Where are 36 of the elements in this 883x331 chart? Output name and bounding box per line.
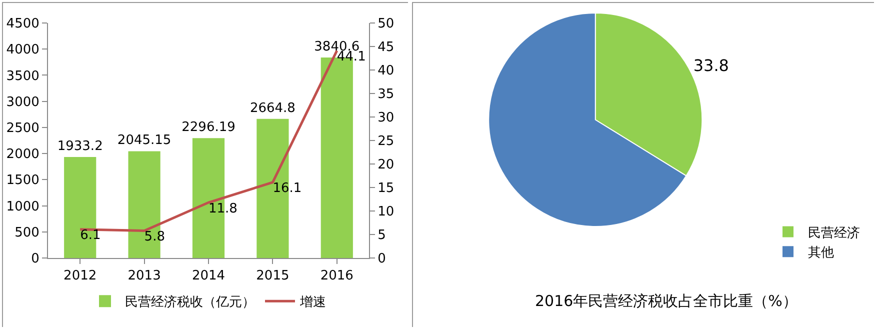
text: 2016年民营经济税收占全市比重（%）	[535, 292, 798, 310]
x-tick-label: 2015	[256, 268, 290, 284]
data-label: 33.8	[693, 56, 729, 75]
x-tick-label: 2013	[128, 268, 161, 284]
legend-label: 增速	[299, 295, 326, 310]
y2-tick-label: 30	[378, 110, 394, 126]
y-tick-label: 3500	[6, 68, 40, 84]
x-tick-label: 2012	[64, 268, 97, 284]
legend-label: 民营经济	[808, 226, 860, 241]
y-tick-label: 3000	[6, 94, 40, 110]
y2-tick-label: 45	[378, 40, 394, 56]
data-label: 2296.19	[182, 120, 236, 136]
y-tick-label: 500	[14, 225, 40, 240]
y-tick-label: 4500	[6, 16, 40, 32]
data-label: 2045.15	[117, 133, 172, 148]
y2-tick-label: 50	[378, 16, 394, 32]
y2-tick-label: 0	[378, 252, 386, 267]
y-tick-label: 2000	[6, 147, 40, 162]
y-tick-label: 1000	[6, 199, 40, 214]
y-tick-label: 4000	[6, 42, 40, 58]
y2-tick-label: 25	[378, 134, 394, 150]
x-tick-label: 2016	[320, 268, 354, 284]
data-label: 1933.2	[57, 139, 103, 154]
x-tick-label: 2014	[192, 268, 226, 284]
y-tick-label: 1500	[6, 173, 40, 188]
y2-tick-label: 40	[378, 64, 394, 79]
legend-label: 其他	[808, 246, 834, 261]
y-tick-label: 2500	[6, 120, 40, 136]
y2-tick-label: 20	[378, 158, 394, 173]
y-tick-label: 0	[31, 252, 40, 267]
y2-tick-label: 10	[378, 204, 394, 220]
legend-label: 民营经济税收（亿元）	[125, 295, 255, 310]
y2-tick-label: 35	[378, 87, 394, 102]
data-label: 2664.8	[250, 100, 296, 116]
y2-tick-label: 15	[378, 181, 394, 196]
y2-tick-label: 5	[378, 228, 386, 244]
